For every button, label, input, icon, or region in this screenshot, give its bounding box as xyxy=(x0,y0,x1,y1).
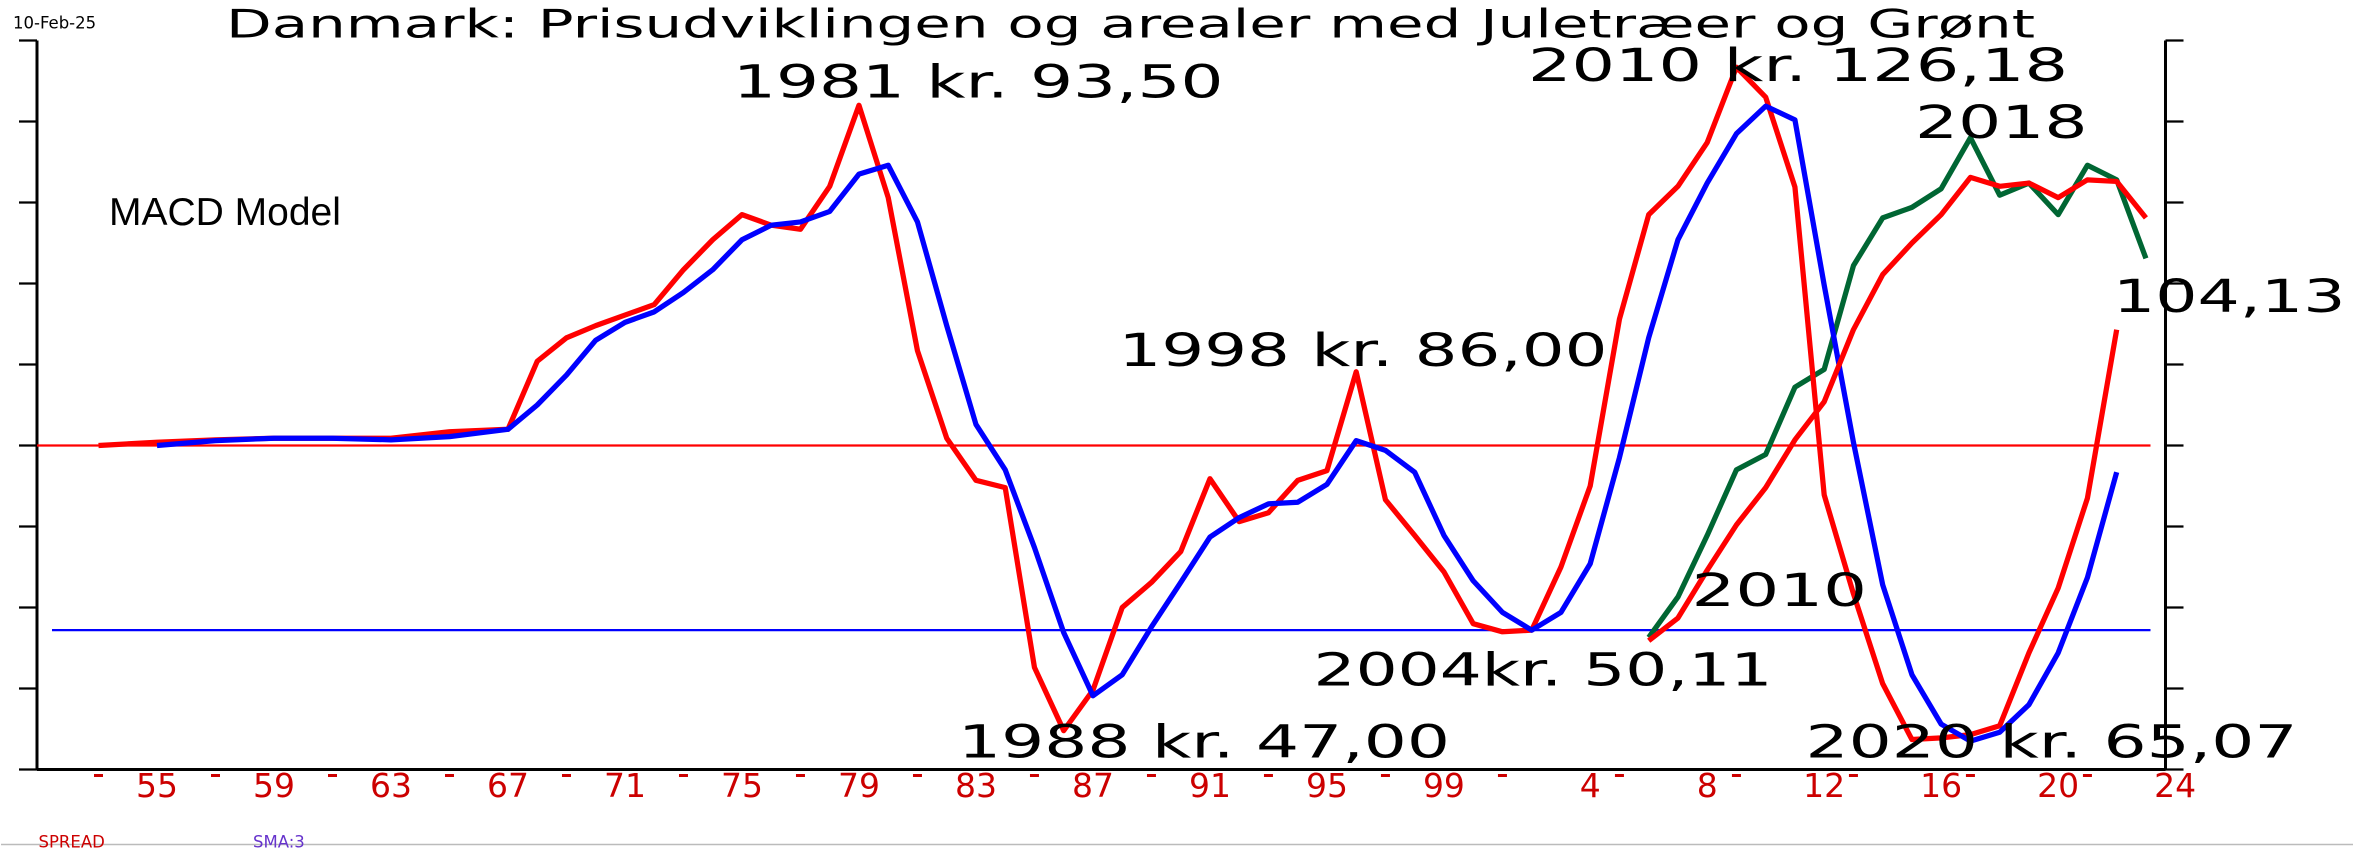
annotation: 1998 kr. 86,00 xyxy=(1119,324,1608,377)
x-tick-label: 79 xyxy=(838,766,880,805)
x-tick-label: 71 xyxy=(604,766,646,805)
x-tick-label: 87 xyxy=(1072,766,1114,805)
x-tick-label: 75 xyxy=(721,766,763,805)
annotation: 2010 kr. 126,18 xyxy=(1528,39,2068,92)
x-tick-label: 95 xyxy=(1306,766,1348,805)
legend-label: SMA:3 xyxy=(253,833,305,849)
x-tick-label: 55 xyxy=(136,766,178,805)
annotation: 2004kr. 50,11 xyxy=(1314,644,1773,697)
x-tick-label: 16 xyxy=(1920,766,1962,805)
series-line xyxy=(1647,174,2148,643)
x-tick-label: 20 xyxy=(2037,766,2079,805)
series-line xyxy=(156,103,2120,744)
annotation: 2020 kr. 65,07 xyxy=(1806,716,2298,769)
legend-label: SPREAD xyxy=(39,833,105,849)
x-tick-label: 12 xyxy=(1803,766,1845,805)
series-line xyxy=(1646,135,2149,640)
annotation: 104,13 xyxy=(2113,270,2346,323)
subtitle: MACD Model xyxy=(109,191,341,234)
x-tick-label: 59 xyxy=(253,766,295,805)
chart-title: Danmark: Prisudviklingen og arealer med … xyxy=(226,3,2035,48)
annotation: 2010 xyxy=(1692,564,1868,617)
x-tick-label: 91 xyxy=(1189,766,1231,805)
annotation: 2018 xyxy=(1915,96,2088,149)
series-line xyxy=(98,64,2120,743)
annotation: 1988 kr. 47,00 xyxy=(958,716,1450,769)
x-tick-label: 83 xyxy=(955,766,997,805)
x-tick-label: 24 xyxy=(2154,766,2196,805)
x-tick-label: 4 xyxy=(1580,766,1601,805)
x-tick-label: 8 xyxy=(1697,766,1718,805)
annotation: 1981 kr. 93,50 xyxy=(733,56,1224,109)
date: 10-Feb-25 xyxy=(13,14,96,33)
x-tick-label: 99 xyxy=(1423,766,1465,805)
x-tick-label: 63 xyxy=(370,766,412,805)
x-tick-label: 67 xyxy=(487,766,529,805)
